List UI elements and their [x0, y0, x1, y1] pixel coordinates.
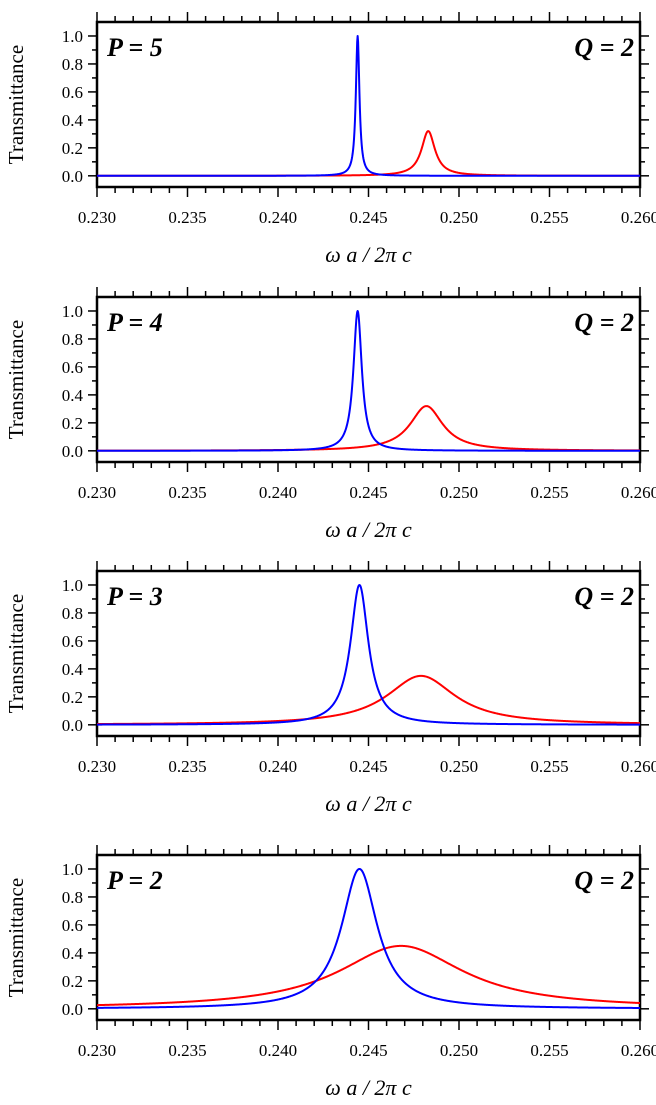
x-axis-label: ω a / 2π c [325, 242, 412, 267]
x-tick-label: 0.245 [349, 757, 387, 776]
plot-frame [95, 569, 642, 738]
plot-frame [95, 20, 642, 189]
p-annotation: P = 5 [106, 33, 163, 62]
y-tick-label: 0.2 [62, 139, 83, 158]
plot-frame [95, 295, 642, 464]
y-tick-label: 0.4 [62, 386, 84, 405]
chart-panel: 0.230 0.235 0.240 0.245 0.250 0.255 0.260 0.0 0.… [4, 845, 656, 1100]
y-axis-label: Transmittance [4, 878, 28, 997]
blue-series-line [96, 583, 641, 726]
p-annotation: P = 4 [106, 308, 163, 337]
p-annotation: P = 2 [106, 866, 163, 895]
blue-series-line [96, 34, 641, 177]
x-tick-label: 0.230 [78, 208, 116, 227]
x-tick-label: 0.255 [530, 757, 568, 776]
red-series-line [96, 674, 641, 726]
x-tick-label: 0.235 [168, 208, 206, 227]
chart-panel: 0.230 0.235 0.240 0.245 0.250 0.255 0.260 0.0 0.… [4, 287, 656, 542]
y-axis-label: Transmittance [4, 320, 28, 439]
y-tick-label: 0.8 [62, 604, 83, 623]
y-tick-label: 1.0 [62, 27, 83, 46]
q-annotation: Q = 2 [574, 582, 634, 611]
y-tick-label: 0.2 [62, 414, 83, 433]
chart-panel: 0.230 0.235 0.240 0.245 0.250 0.255 0.260 0.0 0.… [4, 561, 656, 816]
q-annotation: Q = 2 [574, 866, 634, 895]
x-tick-label: 0.245 [349, 208, 387, 227]
q-annotation: Q = 2 [574, 33, 634, 62]
chart-panel: 0.230 0.235 0.240 0.245 0.250 0.255 0.260 0.0 0.… [4, 12, 656, 267]
x-tick-label: 0.260 [621, 208, 656, 227]
y-axis-label: Transmittance [4, 594, 28, 713]
x-tick-label: 0.250 [440, 483, 478, 502]
y-tick-label: 0.4 [62, 944, 84, 963]
x-tick-label: 0.245 [349, 483, 387, 502]
q-annotation: Q = 2 [574, 308, 634, 337]
x-tick-label: 0.235 [168, 757, 206, 776]
x-tick-label: 0.240 [259, 757, 297, 776]
y-tick-label: 0.6 [62, 916, 83, 935]
y-tick-label: 0.0 [62, 716, 83, 735]
blue-series-line [96, 309, 641, 452]
y-tick-label: 0.6 [62, 632, 83, 651]
y-tick-label: 0.8 [62, 330, 83, 349]
x-axis-label: ω a / 2π c [325, 517, 412, 542]
x-tick-label: 0.230 [78, 483, 116, 502]
red-series-line [96, 944, 641, 1007]
y-tick-label: 0.8 [62, 55, 83, 74]
y-tick-label: 0.6 [62, 358, 83, 377]
blue-series-line [96, 867, 641, 1009]
y-tick-label: 0.4 [62, 660, 84, 679]
y-tick-label: 1.0 [62, 302, 83, 321]
x-tick-label: 0.235 [168, 1041, 206, 1060]
y-tick-label: 0.0 [62, 442, 83, 461]
x-tick-label: 0.235 [168, 483, 206, 502]
y-tick-label: 0.6 [62, 83, 83, 102]
y-tick-label: 0.2 [62, 688, 83, 707]
y-axis-label: Transmittance [4, 45, 28, 164]
x-tick-label: 0.230 [78, 757, 116, 776]
x-tick-label: 0.250 [440, 1041, 478, 1060]
x-tick-label: 0.260 [621, 757, 656, 776]
x-tick-label: 0.255 [530, 483, 568, 502]
y-tick-label: 0.4 [62, 111, 84, 130]
x-tick-label: 0.240 [259, 1041, 297, 1060]
x-tick-label: 0.250 [440, 757, 478, 776]
x-tick-label: 0.255 [530, 208, 568, 227]
x-tick-label: 0.240 [259, 483, 297, 502]
y-tick-label: 0.0 [62, 1000, 83, 1019]
x-tick-label: 0.260 [621, 1041, 656, 1060]
y-tick-label: 0.0 [62, 167, 83, 186]
y-tick-label: 0.8 [62, 888, 83, 907]
x-tick-label: 0.250 [440, 208, 478, 227]
y-tick-label: 0.2 [62, 972, 83, 991]
x-axis-label: ω a / 2π c [325, 1075, 412, 1100]
x-tick-label: 0.230 [78, 1041, 116, 1060]
y-tick-label: 1.0 [62, 576, 83, 595]
x-tick-label: 0.255 [530, 1041, 568, 1060]
x-tick-label: 0.260 [621, 483, 656, 502]
x-tick-label: 0.240 [259, 208, 297, 227]
p-annotation: P = 3 [106, 582, 163, 611]
x-tick-label: 0.245 [349, 1041, 387, 1060]
x-axis-label: ω a / 2π c [325, 791, 412, 816]
y-tick-label: 1.0 [62, 860, 83, 879]
plot-frame [95, 853, 642, 1022]
